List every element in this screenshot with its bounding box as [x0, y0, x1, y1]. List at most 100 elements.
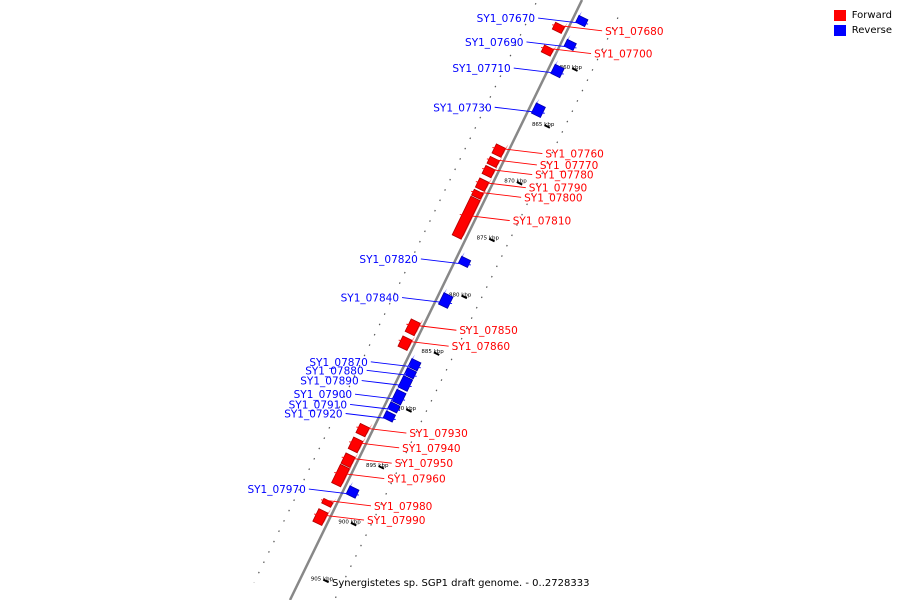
gene-SY1_07880[interactable]: SY1_07880	[305, 363, 418, 380]
gene-SY1_07850[interactable]: SY1_07850	[404, 318, 518, 337]
tick-label: 885 kbp	[421, 349, 444, 355]
gene-label: SY1_07680	[605, 26, 663, 38]
gene-SY1_07920[interactable]: SY1_07920	[284, 406, 397, 423]
gene-label: SY1_07850	[459, 325, 517, 337]
gene-SY1_07710[interactable]: SY1_07710	[452, 60, 565, 79]
legend-reverse-swatch	[833, 25, 846, 36]
gene-SY1_07900[interactable]: SY1_07900	[294, 385, 407, 406]
gene-label: SY1_07930	[409, 428, 467, 440]
gene-label: SY1_07760	[545, 149, 603, 161]
gene-label: SY1_07710	[452, 63, 510, 75]
tick-marks: 860 kbp 865 kbp 870 kbp 875 kbp 880 kbp 885 k…	[311, 65, 583, 584]
gene-SY1_07810[interactable]: SY1_07810	[451, 195, 571, 240]
gene-label: SY1_07980	[374, 501, 432, 513]
gene-SY1_07980[interactable]: SY1_07980	[320, 497, 432, 513]
gene-label: SY1_07700	[594, 49, 652, 61]
gene-leader-line	[526, 41, 577, 49]
tick-mark	[433, 351, 440, 356]
genome-backbone-line	[288, 0, 584, 600]
gene-label: SY1_07780	[535, 170, 593, 182]
tick-label: 880 kbp	[449, 292, 472, 298]
tick-label: 870 kbp	[504, 179, 527, 185]
gene-leader-line	[350, 403, 401, 411]
gene-SY1_07770[interactable]: SY1_07770	[486, 155, 598, 172]
gene-leader-line	[541, 47, 592, 54]
gene-leader-line	[459, 214, 510, 222]
left-dotted-line	[333, 17, 619, 600]
gene-leader-line	[486, 158, 537, 166]
gene-block	[457, 255, 472, 269]
gene-label: SY1_07860	[452, 341, 510, 353]
gene-label: SY1_07810	[513, 216, 571, 228]
gene-leader-line	[401, 297, 453, 305]
gene-leader-line	[354, 393, 406, 401]
gene-SY1_07760[interactable]: SY1_07760	[491, 143, 604, 161]
dotted-guide-lines	[253, 0, 619, 600]
gene-label: SY1_07820	[359, 254, 417, 266]
tick-label: 860 kbp	[560, 65, 583, 71]
tick-mark	[461, 294, 468, 300]
gene-block	[397, 375, 414, 392]
gene-SY1_07800[interactable]: SY1_07800	[470, 188, 583, 204]
tick-label: 865 kbp	[532, 122, 555, 128]
tick-mark	[322, 578, 330, 584]
gene-SY1_07860[interactable]: SY1_07860	[397, 335, 510, 353]
tick-mark	[488, 237, 496, 243]
gene-leader-line	[513, 67, 564, 75]
gene-label: SY1_07870	[309, 357, 367, 369]
gene-block	[540, 44, 555, 57]
gene-SY1_07670[interactable]: SY1_07670	[477, 11, 589, 28]
gene-block	[347, 436, 364, 454]
gene-block	[382, 410, 397, 423]
legend-forward-swatch	[833, 10, 846, 21]
gene-SY1_07790[interactable]: SY1_07790	[474, 177, 587, 195]
gene-label: SY1_07790	[529, 183, 587, 195]
gene-SY1_07970[interactable]: SY1_07970	[247, 481, 360, 499]
gene-block	[355, 422, 370, 438]
gene-label: SY1_07840	[341, 293, 399, 305]
gene-label: SY1_07690	[465, 37, 523, 49]
gene-block	[437, 292, 454, 309]
gene-leader-line	[370, 361, 421, 369]
gene-leader-line	[334, 472, 385, 479]
gene-SY1_07890[interactable]: SY1_07890	[300, 371, 414, 392]
gene-block	[491, 143, 506, 158]
gene-label: SY1_07940	[402, 443, 460, 455]
gene-SY1_07680[interactable]: SY1_07680	[551, 21, 664, 38]
gene-SY1_07940[interactable]: SY1_07940	[347, 436, 461, 455]
gene-SY1_07870[interactable]: SY1_07870	[309, 354, 422, 372]
gene-leader-line	[475, 181, 526, 189]
tick-label: 875 kbp	[477, 236, 500, 242]
gene-block	[575, 14, 589, 28]
gene-SY1_07730[interactable]: SY1_07730	[433, 98, 546, 119]
gene-SY1_07700[interactable]: SY1_07700	[540, 44, 652, 61]
gene-label: SY1_07670	[477, 13, 535, 25]
gene-SY1_07960[interactable]: SY1_07960	[331, 463, 446, 488]
gene-SY1_07990[interactable]: SY1_07990	[312, 508, 426, 527]
tick-mark	[571, 67, 578, 72]
gene-block	[345, 485, 360, 499]
gene-SY1_07840[interactable]: SY1_07840	[341, 288, 454, 309]
gene-leader-line	[494, 106, 545, 114]
gene-SY1_07950[interactable]: SY1_07950	[340, 452, 453, 470]
gene-block	[481, 164, 496, 179]
gene-SY1_07910[interactable]: SY1_07910	[289, 397, 401, 414]
gene-block	[550, 63, 565, 79]
gene-SY1_07780[interactable]: SY1_07780	[481, 164, 594, 182]
gene-label: SY1_07970	[247, 484, 305, 496]
legend-reverse: Reverse	[833, 23, 892, 38]
tick-label: 895 kbp	[366, 463, 389, 469]
genome-caption: Synergistetes sp. SGP1 draft genome. - 0…	[332, 578, 590, 589]
gene-leader-line	[349, 441, 400, 449]
gene-SY1_07690[interactable]: SY1_07690	[465, 35, 577, 51]
gene-label: SY1_07880	[305, 365, 363, 377]
tick-mark	[544, 124, 551, 129]
gene-block	[451, 195, 481, 240]
gene-label: SY1_07730	[433, 102, 491, 114]
gene-SY1_07820[interactable]: SY1_07820	[359, 252, 472, 269]
gene-SY1_07930[interactable]: SY1_07930	[355, 422, 468, 440]
gene-leader-line	[366, 369, 417, 377]
right-dotted-line	[253, 0, 539, 583]
gene-leader-line	[361, 380, 412, 387]
gene-leader-line	[406, 323, 457, 331]
